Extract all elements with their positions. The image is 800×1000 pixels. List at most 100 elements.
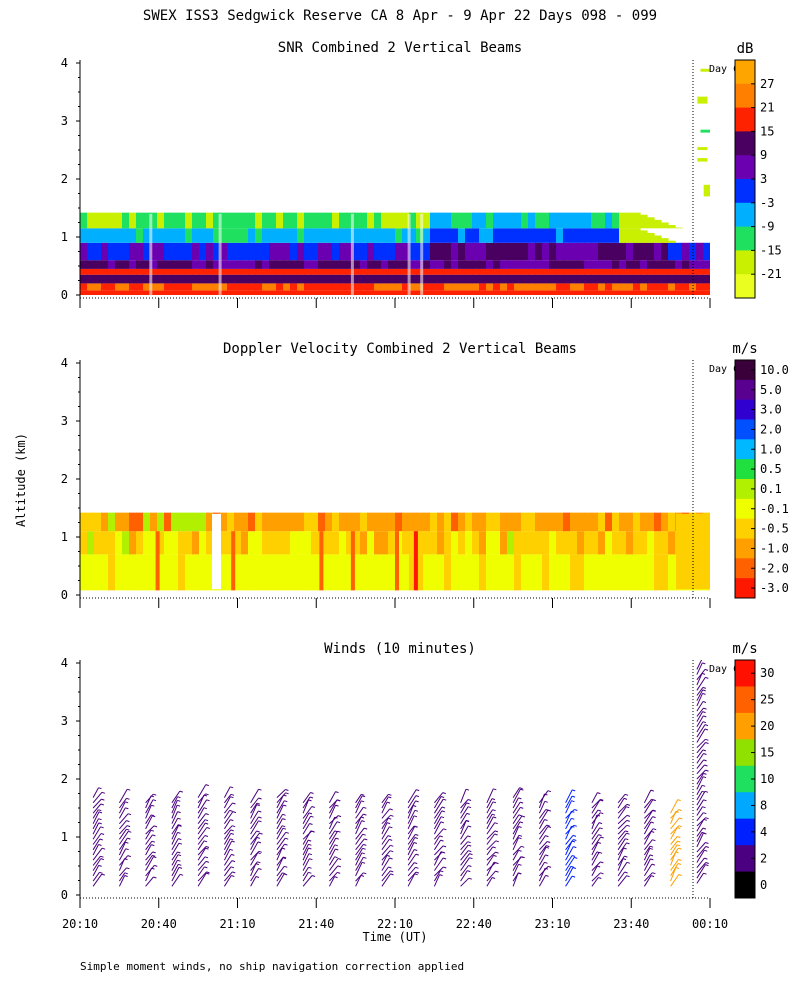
wind-barb [433, 835, 441, 845]
doppler-cell [451, 531, 459, 555]
doppler-cell [556, 512, 564, 532]
snr-cell [185, 283, 193, 291]
snr-cell [668, 242, 676, 261]
snr-cell [80, 268, 88, 275]
wind-barb [433, 874, 441, 887]
snr-cell [598, 268, 606, 275]
wind-barb-flag [283, 856, 287, 859]
doppler-cell [619, 512, 627, 532]
doppler-cell [521, 512, 529, 532]
doppler-cell [269, 531, 277, 555]
wind-barb-flag [282, 813, 286, 816]
snr-cell [500, 268, 508, 275]
doppler-cell [458, 512, 466, 532]
snr-cell [542, 274, 550, 284]
doppler-colorbar-swatch [735, 498, 755, 520]
snr-cell [696, 283, 704, 291]
wind-barb [486, 840, 497, 851]
wind-barb-flag [491, 877, 496, 879]
wind-barb [250, 797, 259, 809]
wind-barb-flag [388, 817, 392, 820]
snr-cell [402, 274, 410, 284]
wind-barb-flag [282, 818, 286, 821]
wind-barb-flag [388, 866, 392, 869]
wind-barb [381, 844, 391, 856]
doppler-cell [164, 531, 172, 555]
snr-cell [605, 268, 613, 275]
snr-cell [353, 268, 361, 275]
snr-cell [115, 268, 123, 275]
doppler-cell [367, 512, 375, 532]
x-tick-label: 22:40 [456, 917, 492, 931]
snr-cell [409, 290, 417, 295]
wind-barb [696, 701, 704, 712]
doppler-cell [598, 531, 606, 555]
wind-barb [250, 804, 258, 819]
wind-barb [118, 798, 127, 809]
winds-y-tick-label: 0 [61, 888, 68, 902]
snr-cell [122, 268, 130, 275]
wind-barb [512, 826, 520, 840]
wind-barb-flag [124, 875, 128, 877]
doppler-colorbar-label: -0.5 [760, 522, 789, 536]
snr-cell [108, 274, 116, 284]
doppler-cell [661, 554, 669, 591]
wind-barb [591, 851, 598, 861]
wind-barb-flag [335, 791, 339, 794]
doppler-cell [409, 531, 417, 555]
doppler-colorbar-label: 0.1 [760, 482, 782, 496]
snr-cell [164, 212, 172, 229]
wind-barb-flag [545, 809, 549, 811]
snr-cell [325, 212, 333, 229]
doppler-cell [591, 512, 599, 532]
wind-barb [433, 798, 444, 814]
snr-cell [143, 228, 151, 243]
doppler-cell [563, 554, 571, 591]
wind-barb [276, 857, 284, 871]
wind-barb [407, 866, 416, 877]
snr-cell [444, 268, 452, 275]
snr-cell [647, 283, 655, 291]
wind-barb-flag [255, 876, 260, 878]
wind-barb [145, 840, 153, 851]
snr-cell [507, 242, 515, 261]
wind-barb [223, 819, 231, 830]
doppler-cell [374, 554, 382, 591]
doppler-cell [465, 531, 473, 555]
snr-cell [668, 240, 676, 243]
doppler-cell [423, 531, 431, 555]
wind-barb [407, 834, 416, 845]
snr-cell [94, 283, 102, 291]
snr-cell [192, 260, 200, 269]
doppler-cell [255, 554, 263, 591]
doppler-cell [276, 512, 284, 532]
wind-barb [670, 874, 680, 887]
winds-colorbar-label: 10 [760, 772, 774, 786]
wind-barb-flag [178, 866, 183, 869]
wind-barb [118, 831, 129, 845]
snr-cell [304, 268, 312, 275]
doppler-cell [577, 554, 585, 591]
snr-cell [353, 242, 361, 261]
snr-cell [171, 283, 179, 291]
snr-colorbar-label: -3 [760, 196, 774, 210]
wind-barb-flag [650, 858, 654, 861]
wind-barb-flag [203, 807, 208, 810]
wind-barb [197, 799, 208, 814]
snr-cell [346, 290, 354, 295]
snr-cell [94, 260, 102, 269]
wind-barb-flag [443, 798, 447, 801]
wind-barb-flag [309, 823, 313, 825]
wind-barb-flag [126, 797, 130, 800]
wind-barb-flag [702, 662, 706, 665]
doppler-cell [143, 554, 151, 591]
wind-barb-flag [308, 839, 312, 842]
snr-cell [619, 290, 627, 295]
snr-upper-patch [700, 129, 710, 133]
wind-barb-flag [572, 834, 577, 837]
snr-cell [423, 260, 431, 269]
wind-barb [696, 857, 705, 869]
wind-barb [329, 865, 339, 877]
wind-barb [591, 865, 598, 877]
snr-cell [409, 228, 417, 243]
